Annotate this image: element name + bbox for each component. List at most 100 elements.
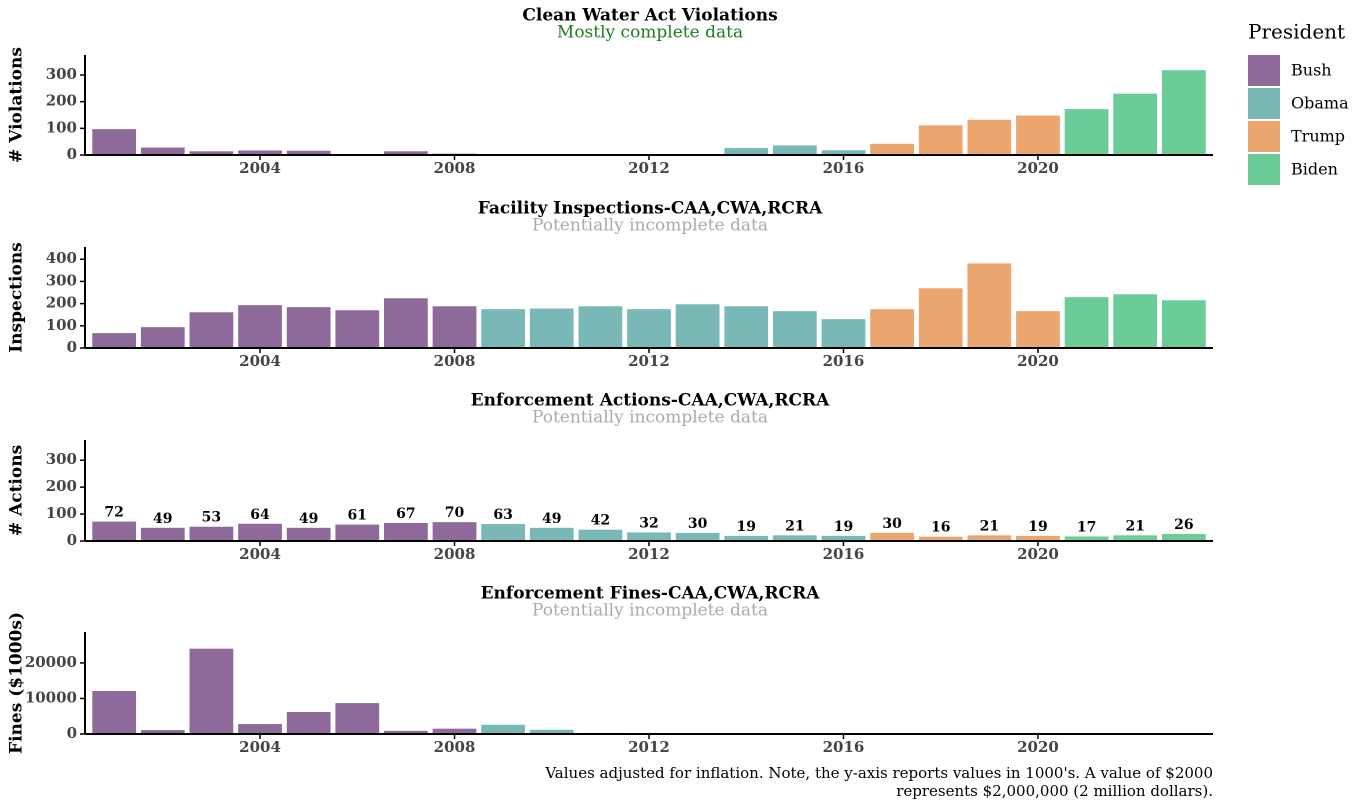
bar [335, 310, 380, 348]
bar [870, 309, 914, 348]
x-tick-label: 2004 [239, 159, 281, 177]
note: Values adjusted for inflation. Note, the… [544, 764, 1213, 782]
bar [627, 309, 671, 348]
bar [384, 298, 428, 348]
y-tick-label: 0 [67, 724, 77, 742]
bar [1113, 294, 1158, 348]
bar [772, 535, 817, 541]
bar [189, 526, 234, 541]
legend-label: Obama [1291, 94, 1349, 113]
bar [1161, 533, 1206, 541]
bar [1064, 536, 1109, 541]
bar [384, 522, 428, 541]
legend-swatch [1248, 55, 1280, 86]
x-tick-label: 2020 [1017, 352, 1059, 370]
value-label: 49 [299, 511, 318, 527]
note: represents $2,000,000 (2 million dollars… [896, 782, 1213, 800]
bar [481, 524, 526, 541]
bar [238, 150, 282, 155]
x-tick-label: 2004 [239, 738, 281, 756]
legend-swatch [1248, 88, 1280, 119]
value-label: 53 [202, 510, 221, 526]
y-tick-label: 400 [46, 249, 77, 267]
value-label: 63 [493, 507, 512, 523]
bar [335, 703, 380, 734]
bar [870, 143, 914, 155]
legend-label: Bush [1291, 61, 1332, 80]
bar [918, 125, 963, 155]
value-label: 19 [834, 519, 853, 535]
x-tick-label: 2020 [1017, 545, 1059, 563]
panel-title: Enforcement Actions-CAA,CWA,RCRA [471, 391, 830, 411]
bar [432, 728, 477, 734]
bar [772, 311, 817, 348]
panel-subtitle: Potentially incomplete data [532, 216, 768, 236]
bar [1016, 115, 1060, 155]
y-axis-label: # Violations [7, 47, 27, 163]
y-axis-label: Inspections [7, 242, 27, 353]
bar [432, 522, 477, 541]
y-tick-label: 100 [46, 316, 77, 334]
bar [140, 527, 185, 541]
x-tick-label: 2012 [628, 159, 670, 177]
value-label: 26 [1174, 517, 1193, 533]
x-tick-label: 2004 [239, 545, 281, 563]
bar [384, 151, 428, 155]
bar [1064, 109, 1109, 155]
y-tick-label: 200 [46, 477, 77, 495]
bar [821, 319, 866, 348]
x-tick-label: 2020 [1017, 738, 1059, 756]
panel-subtitle: Mostly complete data [557, 23, 743, 43]
x-tick-label: 2016 [823, 738, 865, 756]
y-tick-label: 200 [46, 294, 77, 312]
value-label: 21 [980, 518, 999, 534]
value-label: 17 [1077, 519, 1096, 535]
value-label: 30 [688, 516, 708, 532]
panel-title: Clean Water Act Violations [522, 6, 777, 26]
bar [1064, 297, 1109, 348]
bar [140, 147, 185, 155]
bar [724, 535, 769, 541]
bar [92, 690, 137, 734]
panel-title: Enforcement Fines-CAA,CWA,RCRA [481, 584, 821, 604]
x-tick-label: 2008 [434, 159, 476, 177]
y-axis-label: # Actions [7, 445, 27, 536]
bar [92, 333, 137, 348]
panel-subtitle: Potentially incomplete data [532, 408, 768, 428]
bar [238, 305, 282, 348]
bar [286, 711, 331, 734]
x-tick-label: 2012 [628, 352, 670, 370]
bar [724, 306, 769, 348]
y-tick-label: 10000 [25, 688, 77, 706]
bar [821, 535, 866, 541]
x-tick-label: 2020 [1017, 159, 1059, 177]
y-tick-label: 20000 [25, 653, 77, 671]
value-label: 49 [542, 511, 561, 527]
bar [189, 648, 234, 734]
y-axis-label: Fines ($1000s) [7, 612, 27, 754]
bar [724, 148, 769, 155]
value-label: 49 [153, 511, 172, 527]
bar [1016, 311, 1060, 348]
legend-label: Biden [1291, 160, 1338, 179]
bar [578, 529, 623, 541]
bar [529, 527, 574, 541]
value-label: 32 [639, 515, 658, 531]
value-label: 61 [348, 508, 367, 524]
x-tick-label: 2008 [434, 545, 476, 563]
bar [967, 263, 1012, 348]
bar [529, 729, 574, 734]
bar [335, 524, 380, 541]
y-tick-label: 100 [46, 118, 77, 136]
value-label: 67 [396, 506, 415, 522]
panel-title: Facility Inspections-CAA,CWA,RCRA [478, 199, 823, 219]
value-label: 72 [104, 505, 123, 521]
bar [772, 145, 817, 155]
panel-subtitle: Potentially incomplete data [532, 601, 768, 621]
bar [92, 129, 137, 155]
bar [675, 532, 720, 541]
legend-label: Trump [1291, 127, 1345, 146]
bar [1016, 535, 1060, 541]
bar [432, 306, 477, 348]
